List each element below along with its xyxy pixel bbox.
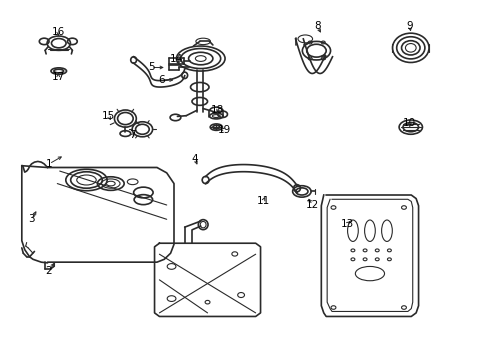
Text: 11: 11 [256, 197, 269, 206]
Text: 1: 1 [46, 159, 52, 169]
Text: 12: 12 [305, 200, 319, 210]
Text: 14: 14 [169, 54, 183, 64]
Text: 10: 10 [403, 118, 415, 128]
Text: 5: 5 [147, 63, 154, 72]
Text: 13: 13 [340, 219, 353, 229]
Text: 16: 16 [52, 27, 65, 37]
Text: 17: 17 [52, 72, 65, 82]
Text: 8: 8 [313, 21, 320, 31]
Text: 9: 9 [406, 21, 412, 31]
Text: 19: 19 [217, 125, 230, 135]
Text: 3: 3 [28, 214, 35, 224]
Text: 15: 15 [102, 111, 115, 121]
Text: 6: 6 [158, 75, 165, 85]
Text: 18: 18 [211, 105, 224, 115]
Text: 2: 2 [46, 266, 52, 276]
Text: 4: 4 [191, 154, 198, 163]
Text: 7: 7 [129, 130, 136, 140]
